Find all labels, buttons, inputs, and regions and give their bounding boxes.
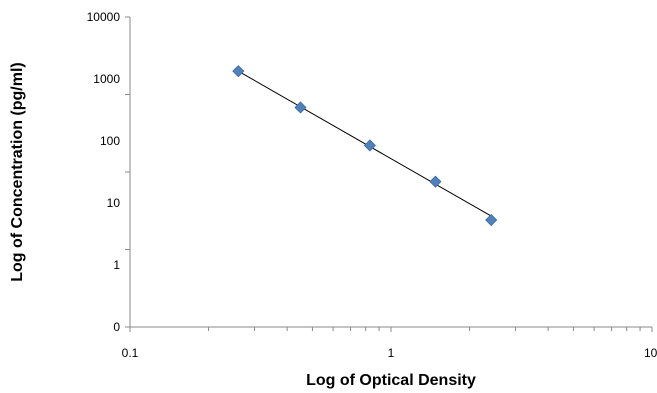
y-tick-label-5: 10000	[87, 10, 121, 24]
data-point	[232, 65, 245, 78]
y-tick-label-2: 10	[107, 196, 121, 210]
trendline	[238, 70, 492, 217]
x-tick-label-0: 0.1	[122, 346, 139, 360]
y-tick-label-0: 0	[113, 320, 120, 334]
axes	[125, 16, 653, 332]
data-point	[485, 213, 498, 227]
x-axis-title: Log of Optical Density	[306, 372, 476, 389]
x-tick-label-2: 10	[644, 346, 657, 360]
y-tick-label-3: 100	[100, 134, 120, 148]
data-point	[429, 175, 442, 188]
data-point	[294, 101, 307, 114]
y-tick-label-4: 1000	[93, 72, 120, 86]
trendline-group	[238, 70, 492, 217]
data-points	[232, 65, 498, 227]
y-axis-title: Log of Concentration (pg/ml)	[9, 62, 26, 282]
data-point	[363, 139, 376, 152]
y-tick-label-1: 1	[113, 258, 120, 272]
x-tick-label-1: 1	[388, 346, 395, 360]
